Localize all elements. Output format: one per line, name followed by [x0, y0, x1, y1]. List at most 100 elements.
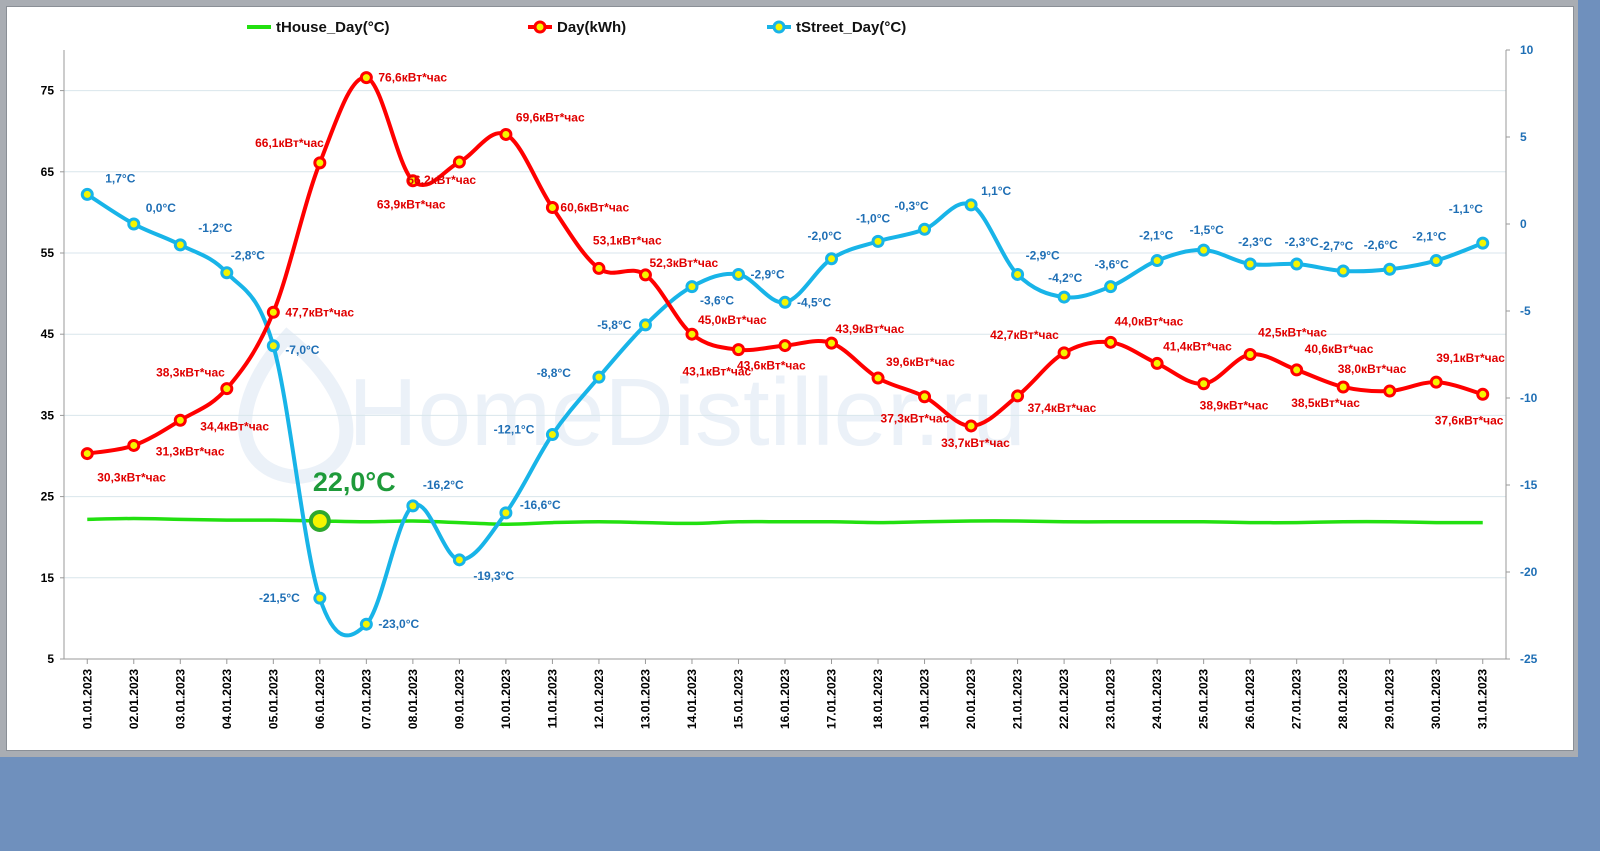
kwh-data-label: 38,3кВт*час	[156, 366, 225, 380]
right-axis-tick-label: -5	[1520, 304, 1531, 318]
left-axis-tick-label: 25	[41, 490, 55, 504]
kwh-point	[1336, 380, 1350, 394]
x-axis-tick-label: 11.01.2023	[545, 669, 559, 729]
tstreet-point	[173, 238, 187, 252]
tstreet-point	[1476, 236, 1490, 250]
x-axis-tick-label: 17.01.2023	[825, 669, 839, 729]
x-axis-tick-label: 25.01.2023	[1197, 669, 1211, 729]
kwh-data-label: 63,9кВт*час	[377, 198, 446, 212]
tstreet-data-label: -1,5°C	[1190, 223, 1224, 237]
tstreet-point	[266, 339, 280, 353]
legend-swatch-marker	[772, 20, 786, 34]
x-axis-tick-label: 20.01.2023	[964, 669, 978, 729]
right-axis-tick-label: -10	[1520, 391, 1538, 405]
tstreet-data-label: -21,5°C	[259, 591, 300, 605]
kwh-point	[1243, 348, 1257, 361]
tstreet-data-label: -0,3°C	[895, 199, 929, 213]
thouse-highlight-point	[308, 509, 331, 532]
legend-label: Day(kWh)	[557, 19, 626, 36]
kwh-data-label: 42,5кВт*час	[1258, 326, 1327, 340]
kwh-point	[173, 413, 187, 427]
tstreet-data-label: -2,7°C	[1319, 239, 1353, 253]
kwh-data-label: 31,3кВт*час	[156, 444, 225, 458]
tstreet-data-label: -2,1°C	[1412, 230, 1446, 244]
tstreet-point	[778, 295, 792, 309]
kwh-data-label: 43,1кВт*час	[682, 365, 751, 379]
kwh-point	[685, 327, 699, 341]
tstreet-point	[1197, 243, 1211, 257]
right-axis-tick-label: 10	[1520, 43, 1534, 57]
tstreet-data-label: 1,1°C	[981, 184, 1011, 198]
right-axis-tick-label: -20	[1520, 565, 1538, 579]
kwh-data-label: 38,0кВт*час	[1338, 362, 1407, 376]
kwh-point	[406, 174, 420, 188]
tstreet-point	[80, 187, 94, 201]
tstreet-data-label: -12,1°C	[494, 423, 535, 437]
kwh-data-label: 40,6кВт*час	[1305, 342, 1374, 356]
kwh-point	[313, 156, 327, 170]
kwh-point	[964, 419, 978, 433]
tstreet-point	[452, 553, 466, 567]
kwh-point	[1150, 356, 1164, 370]
kwh-point	[731, 343, 745, 357]
tstreet-point	[1429, 254, 1443, 268]
tstreet-point	[1336, 264, 1350, 278]
tstreet-data-label: 0,0°C	[146, 201, 176, 215]
left-axis-tick-label: 75	[41, 84, 55, 98]
x-axis-tick-label: 28.01.2023	[1336, 669, 1350, 729]
left-axis-tick-label: 5	[47, 652, 54, 666]
kwh-point	[80, 447, 94, 461]
kwh-point	[1197, 377, 1211, 391]
x-axis-tick-label: 06.01.2023	[313, 669, 327, 729]
right-axis-tick-label: -25	[1520, 652, 1538, 666]
x-axis-tick-label: 27.01.2023	[1290, 669, 1304, 729]
kwh-data-label: 30,3кВт*час	[97, 471, 166, 485]
tstreet-point	[545, 428, 559, 442]
kwh-data-label: 47,7кВт*час	[285, 305, 354, 319]
kwh-data-label: 34,4кВт*час	[200, 419, 269, 433]
tstreet-point	[313, 591, 327, 605]
tstreet-data-label: -1,0°C	[856, 211, 890, 225]
x-axis-tick-label: 02.01.2023	[127, 669, 141, 729]
x-axis-tick-label: 19.01.2023	[918, 669, 932, 729]
kwh-point	[220, 382, 234, 396]
x-axis-tick-label: 21.01.2023	[1011, 669, 1025, 729]
legend-kwh: Day(kWh)	[528, 19, 626, 36]
tstreet-point	[918, 222, 932, 236]
kwh-point	[918, 390, 932, 404]
kwh-data-label: 41,4кВт*час	[1163, 339, 1232, 353]
right-axis-tick-label: 5	[1520, 130, 1527, 144]
kwh-data-label: 37,3кВт*час	[881, 412, 950, 426]
kwh-data-label: 43,9кВт*час	[836, 322, 905, 336]
kwh-data-label: 66,1кВт*час	[255, 136, 324, 150]
tstreet-point	[685, 280, 699, 294]
x-axis-tick-label: 08.01.2023	[406, 669, 420, 729]
tstreet-data-label: -23,0°C	[378, 617, 419, 631]
tstreet-point	[1011, 267, 1025, 281]
kwh-point	[1290, 363, 1304, 377]
tstreet-point	[499, 506, 513, 520]
left-axis-tick-label: 15	[41, 571, 55, 585]
kwh-data-label: 33,7кВт*час	[941, 436, 1010, 450]
legend-swatch-marker	[533, 20, 547, 34]
x-axis-tick-label: 31.01.2023	[1476, 669, 1490, 729]
kwh-data-label: 37,4кВт*час	[1028, 401, 1097, 415]
tstreet-data-label: -16,2°C	[423, 478, 464, 492]
kwh-point	[127, 438, 141, 452]
tstreet-point	[359, 617, 373, 631]
kwh-point	[499, 127, 513, 141]
tstreet-point	[1057, 290, 1071, 304]
tstreet-point	[592, 370, 606, 384]
kwh-point	[778, 339, 792, 353]
kwh-point	[1429, 375, 1443, 389]
right-axis-tick-label: -15	[1520, 478, 1538, 492]
kwh-data-label: 66,2кВт*час	[407, 173, 476, 187]
x-axis-tick-label: 24.01.2023	[1150, 669, 1164, 729]
legend-thouse: tHouse_Day(°C)	[247, 19, 390, 36]
tstreet-point	[127, 217, 141, 231]
x-axis-tick-label: 03.01.2023	[173, 669, 187, 729]
x-axis-tick-label: 10.01.2023	[499, 669, 513, 729]
x-axis-tick-label: 30.01.2023	[1429, 669, 1443, 729]
x-axis-tick-label: 14.01.2023	[685, 669, 699, 729]
kwh-data-label: 53,1кВт*час	[593, 233, 662, 247]
